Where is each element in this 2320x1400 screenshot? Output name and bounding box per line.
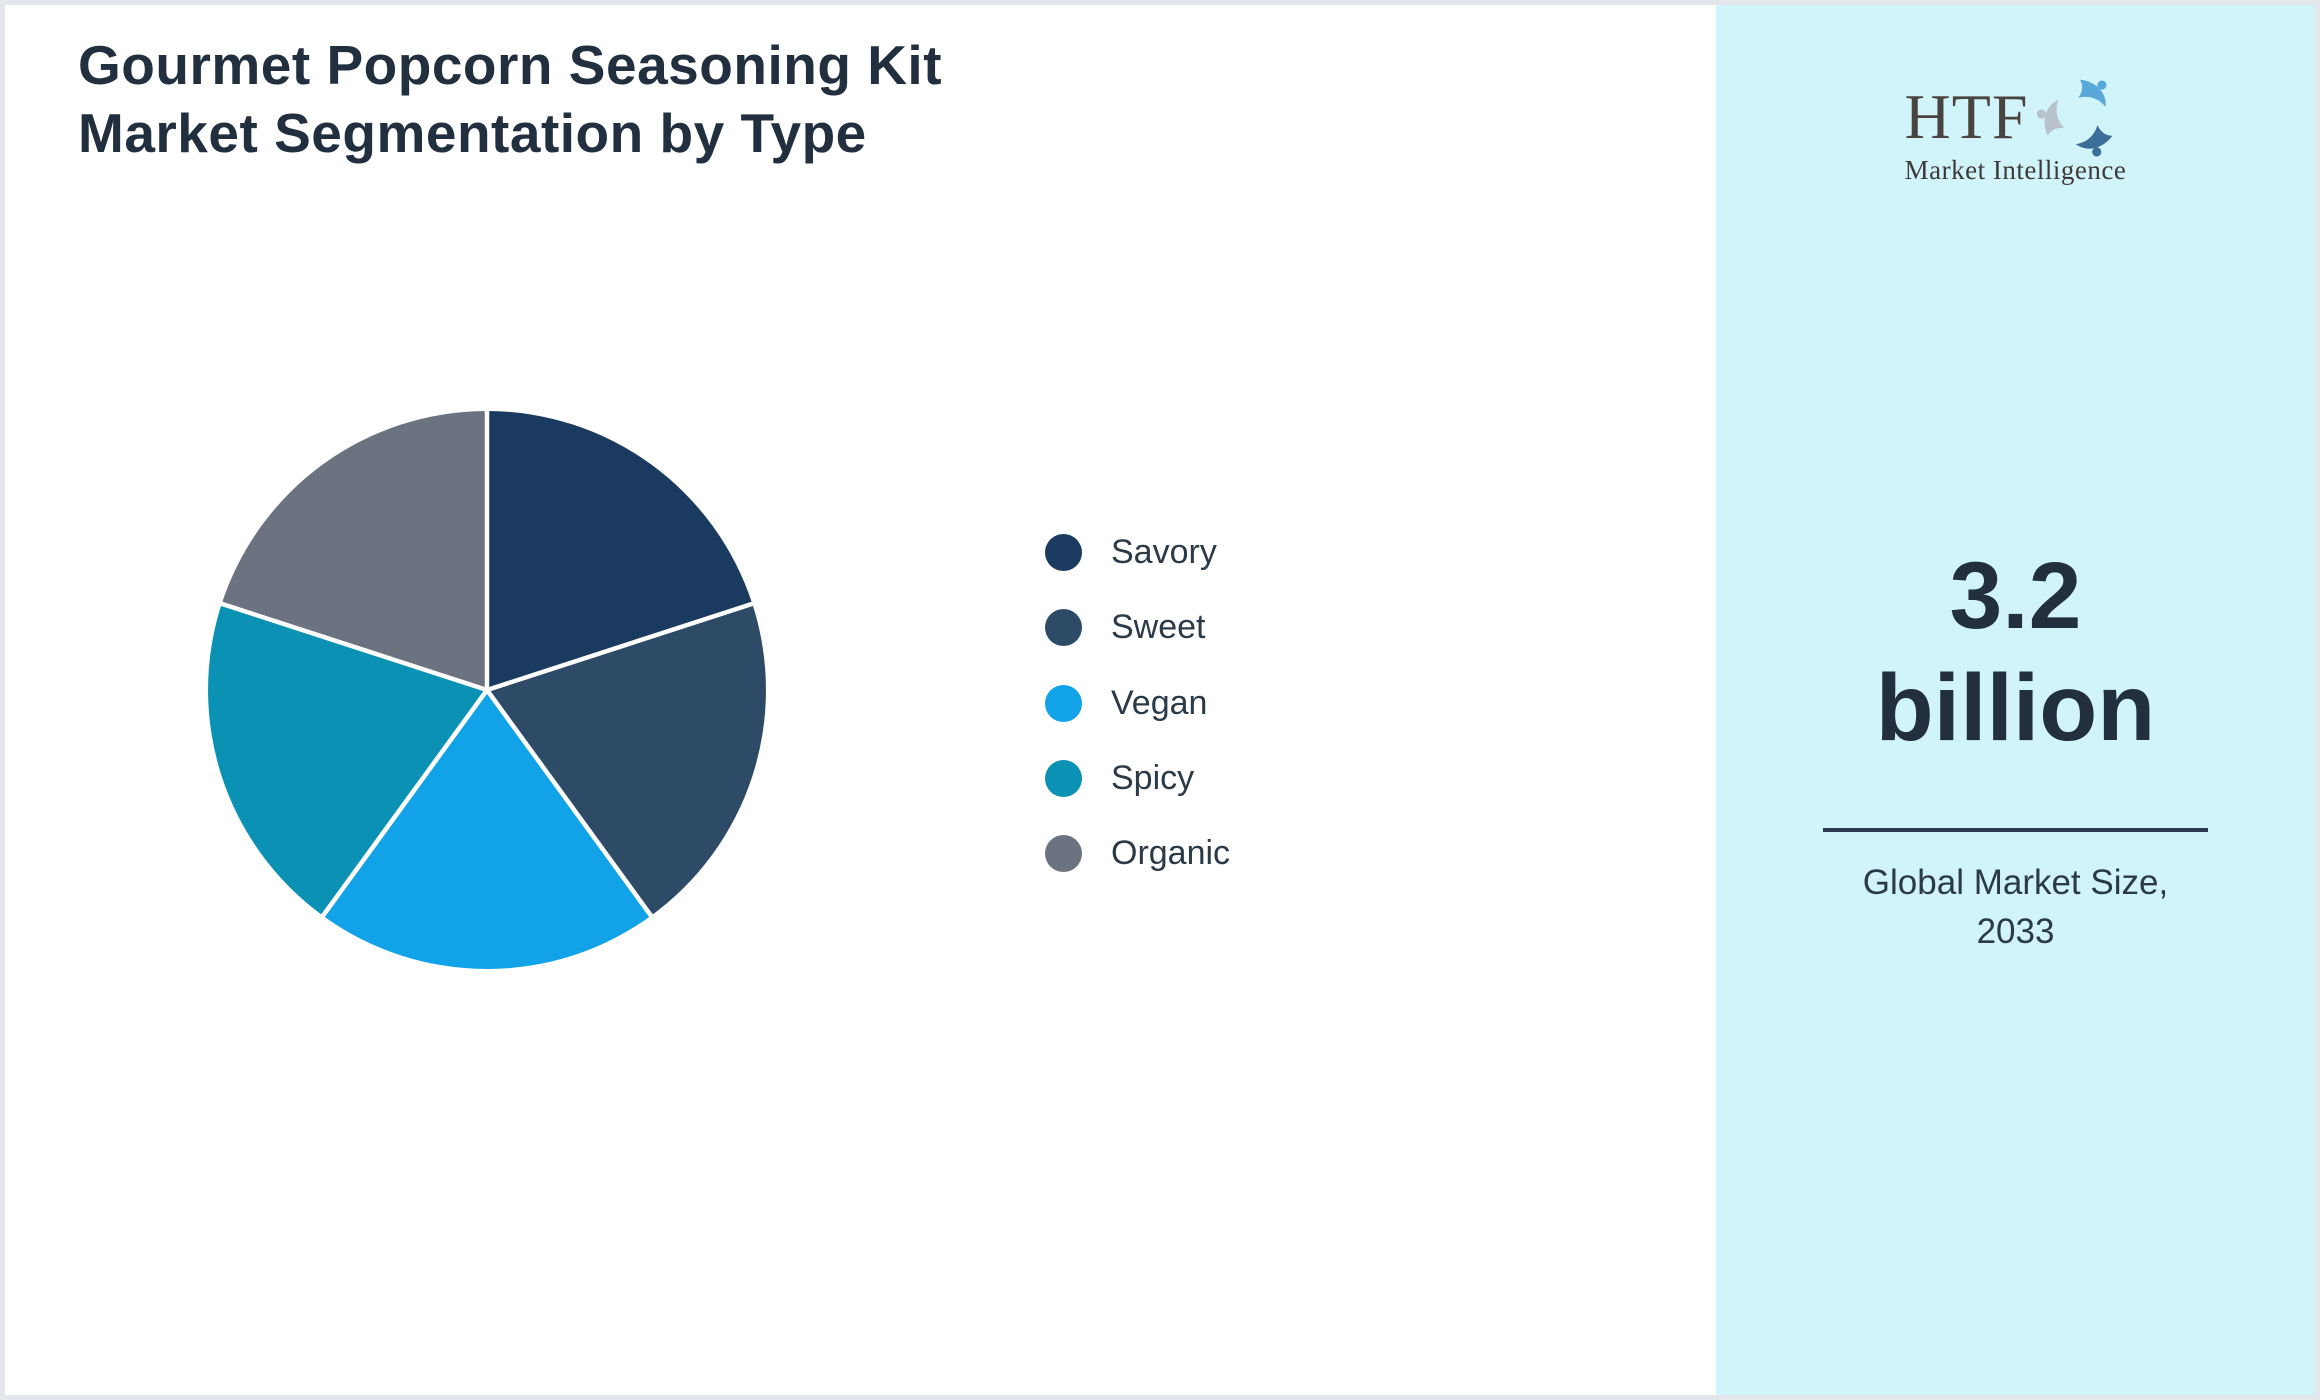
- legend-item-organic: Organic: [1045, 816, 1230, 891]
- legend-swatch-icon: [1045, 684, 1082, 722]
- pie-chart: [208, 410, 766, 969]
- pie-slice-gap: [220, 601, 488, 693]
- pie-slice-savory: [487, 411, 753, 690]
- htf-logo-row: HTF: [1716, 75, 2315, 159]
- legend-item-sweet: Sweet: [1045, 590, 1230, 665]
- pie-slice-gap: [320, 688, 489, 918]
- legend-swatch-icon: [1045, 534, 1082, 572]
- chart-title: Gourmet Popcorn Seasoning Kit Market Seg…: [78, 31, 942, 167]
- pie-slice-organic: [221, 411, 487, 690]
- market-size-value-unit: billion: [1875, 655, 2156, 761]
- htf-dolphins-icon: [2035, 79, 2114, 159]
- legend-label-vegan: Vegan: [1111, 683, 1208, 722]
- legend-item-savory: Savory: [1045, 515, 1230, 590]
- pie-slice-vegan: [323, 690, 651, 969]
- market-size-caption-line1: Global Market Size,: [1862, 863, 2169, 902]
- chart-title-line1: Gourmet Popcorn Seasoning Kit: [78, 34, 943, 96]
- legend-item-vegan: Vegan: [1045, 666, 1230, 741]
- legend-swatch-icon: [1045, 835, 1082, 873]
- market-size-value-number: 3.2: [1949, 543, 2082, 649]
- htf-logo-text: HTF: [1904, 81, 2029, 152]
- legend-swatch-icon: [1045, 760, 1082, 798]
- market-size-value: 3.2 billion: [1716, 540, 2315, 764]
- divider-line: [1823, 828, 2208, 832]
- legend-label-sweet: Sweet: [1111, 608, 1206, 647]
- market-size-caption: Global Market Size, 2033: [1716, 858, 2315, 956]
- legend-swatch-icon: [1045, 609, 1082, 647]
- pie-slice-gap: [485, 688, 654, 918]
- market-size-caption-line2: 2033: [1976, 912, 2055, 951]
- pie-slice-sweet: [487, 603, 766, 916]
- chart-title-line2: Market Segmentation by Type: [78, 102, 867, 164]
- legend-item-spicy: Spicy: [1045, 741, 1230, 816]
- htf-logo-subtext: Market Intelligence: [1904, 155, 2127, 185]
- legend-label-savory: Savory: [1111, 533, 1217, 572]
- sidebar: HTF Market Intel: [1716, 5, 2315, 1395]
- pie-slice-gap: [486, 601, 754, 693]
- legend-label-spicy: Spicy: [1111, 759, 1195, 798]
- legend: Savory Sweet Vegan Spicy Organic: [1045, 515, 1230, 891]
- pie-slice-spicy: [208, 603, 487, 916]
- legend-label-organic: Organic: [1111, 834, 1231, 873]
- htf-logo: HTF Market Intel: [1716, 75, 2315, 186]
